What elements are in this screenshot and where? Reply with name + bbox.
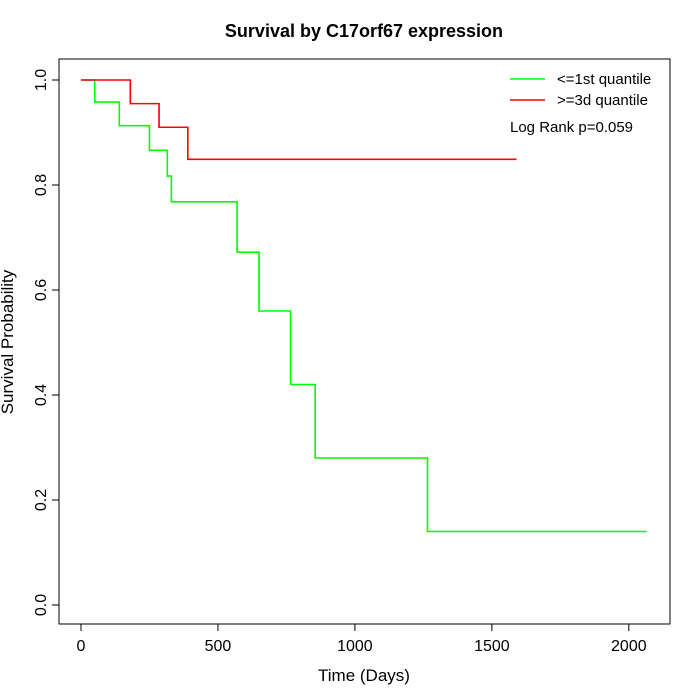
series-line-0 [81, 79, 647, 533]
series-line-1 [81, 79, 517, 161]
x-axis: 0 500 1000 1500 2000 [77, 623, 647, 655]
plot-frame [58, 58, 671, 625]
y-tick-label: 0.0 [33, 594, 50, 616]
y-tick-label: 1.0 [33, 69, 50, 91]
legend-label-low: <=1st quantile [557, 71, 651, 88]
series-layer [81, 79, 647, 533]
y-tick-label: 0.4 [33, 384, 50, 406]
x-axis-label: Time (Days) [318, 666, 410, 685]
y-axis-label: Survival Probability [0, 269, 17, 414]
chart-title: Survival by C17orf67 expression [225, 21, 503, 41]
x-tick-label: 0 [77, 638, 86, 655]
x-tick-label: 2000 [611, 638, 647, 655]
x-tick-label: 1500 [474, 638, 510, 655]
y-tick-label: 0.6 [33, 279, 50, 301]
y-tick-label: 0.8 [33, 174, 50, 196]
y-tick-label: 0.2 [33, 489, 50, 511]
legend: <=1st quantile >=3d quantile [510, 71, 651, 109]
x-tick-label: 500 [205, 638, 232, 655]
x-tick-label: 1000 [337, 638, 373, 655]
legend-label-high: >=3d quantile [557, 92, 648, 109]
y-axis: 0.0 0.2 0.4 0.6 0.8 1.0 [33, 69, 60, 616]
log-rank-annotation: Log Rank p=0.059 [510, 119, 633, 136]
